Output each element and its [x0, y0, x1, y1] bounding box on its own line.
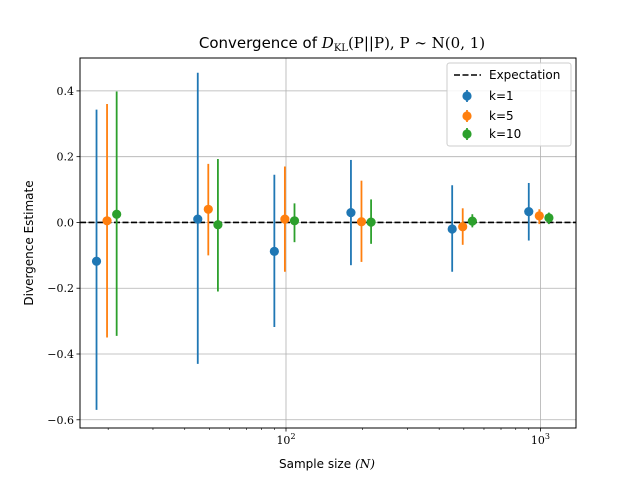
title-args: (P||P), P ∼ N(0, 1) [348, 34, 485, 52]
legend-box [446, 62, 572, 147]
data-point [102, 216, 112, 226]
data-point [112, 209, 122, 219]
y-tick-label: 0.2 [57, 151, 75, 164]
data-point [356, 217, 367, 227]
series-layer [91, 72, 554, 410]
y-tick-label: −0.2 [47, 282, 74, 295]
x-axis-label: Sample size (N) [279, 457, 375, 471]
y-tick-label: −0.4 [47, 348, 74, 361]
data-point [467, 216, 477, 226]
x-axis: 102 103 [107, 428, 550, 447]
data-point [213, 220, 223, 230]
y-tick-label: −0.6 [47, 414, 74, 427]
data-point [203, 204, 213, 214]
data-point [289, 216, 300, 226]
axes-frame [79, 57, 577, 429]
legend-swatch-marker [462, 111, 472, 121]
title-hat-symbol: D [321, 34, 334, 52]
x-tick-label: 103 [531, 432, 550, 447]
data-point [346, 207, 356, 218]
series-1 [91, 72, 534, 410]
data-point [534, 211, 544, 221]
title-subscript: KL [334, 43, 348, 54]
x-tick-label: 102 [276, 432, 295, 447]
data-point [447, 224, 457, 234]
y-tick-label: 0.0 [57, 216, 75, 229]
data-point [193, 214, 203, 224]
grid [80, 58, 576, 428]
data-point [524, 206, 534, 217]
chart-title: Convergence of DKL(P||P), P ∼ N(0, 1) [199, 34, 485, 54]
y-axis: −0.6 −0.4 −0.2 0.0 0.2 0.4 [47, 85, 80, 427]
legend-series-label: k=5 [489, 109, 514, 123]
legend: Expectation k=1 k=5 k=10 [446, 62, 572, 147]
legend-series-label: k=1 [489, 89, 514, 103]
y-tick-label: 0.4 [57, 85, 75, 98]
series-2 [102, 104, 544, 338]
data-point [269, 246, 279, 256]
data-point [366, 217, 376, 227]
series-3 [112, 91, 554, 336]
data-point [91, 256, 102, 266]
y-axis-label: Divergence Estimate [22, 180, 36, 305]
data-point [458, 222, 468, 232]
data-point [280, 214, 290, 224]
x-axis-label-math: (N) [355, 457, 375, 471]
data-point [544, 213, 554, 223]
legend-swatch-marker [462, 91, 472, 101]
legend-swatch-marker [462, 129, 472, 139]
legend-series-label: k=10 [489, 127, 521, 141]
legend-expectation-label: Expectation [489, 68, 560, 82]
